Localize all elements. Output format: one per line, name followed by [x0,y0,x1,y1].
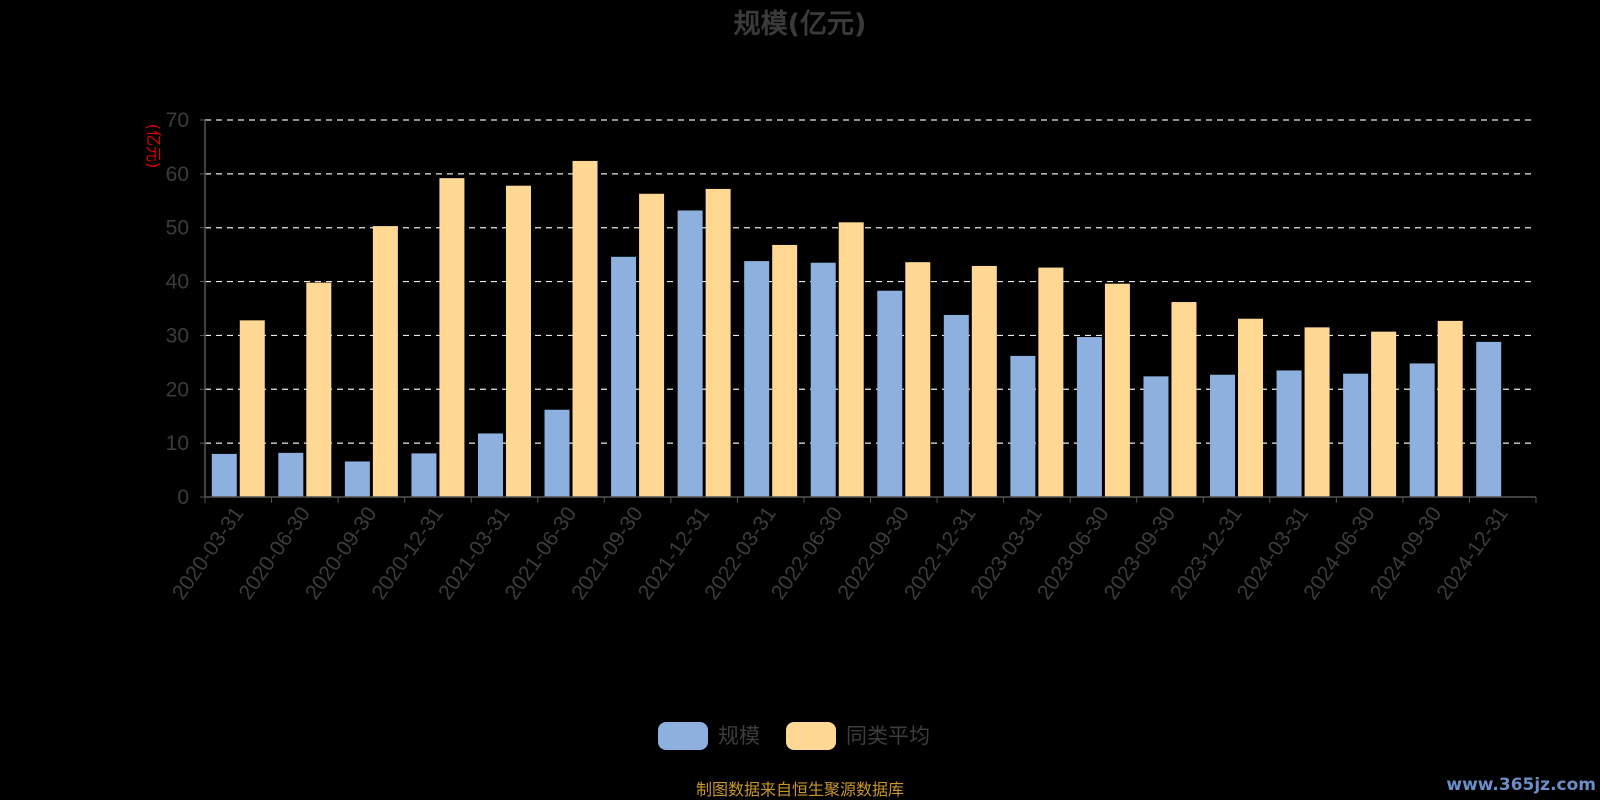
y-tick-label: 50 [166,217,189,240]
bar-category-average [838,222,864,498]
bar-scale [1343,373,1369,497]
bar-category-average [971,265,997,497]
y-tick-label: 40 [166,271,189,294]
legend-swatch-scale [658,722,708,750]
bar-scale [344,461,370,497]
legend: 规模 同类平均 [658,722,930,750]
bar-category-average [505,185,531,497]
bar-category-average [1171,302,1197,497]
bar-scale [810,262,836,497]
bar-scale [1076,337,1102,497]
bar-scale [211,453,237,497]
bar-scale [411,453,437,497]
bar-category-average [306,282,332,497]
bar-category-average [572,160,598,497]
bar-scale [611,256,637,497]
legend-label-category-average: 同类平均 [846,724,930,748]
bar-scale [1010,355,1036,497]
bar-scale [1276,370,1302,497]
y-tick-label: 70 [166,109,189,132]
bar-category-average [1038,267,1064,497]
y-axis-unit-label: (亿元) [144,124,163,169]
bar-category-average [639,193,665,497]
y-tick-label: 60 [166,163,189,186]
bar-scale [477,433,503,497]
bar-category-average [439,178,465,497]
bar-scale [877,290,903,497]
y-tick-label: 10 [166,432,189,455]
bar-scale [1409,363,1435,497]
bar-scale [278,452,304,497]
bar-category-average [372,226,398,497]
bar-scale [943,314,969,497]
chart-title: 规模(亿元) [734,9,867,40]
bar-category-average [1104,283,1130,497]
bar-category-average [1371,331,1397,497]
watermark: www.365jz.com [1446,775,1596,795]
bars [211,160,1502,498]
bar-scale [544,409,570,497]
legend-label-scale: 规模 [718,724,760,748]
bar-category-average [1238,318,1264,497]
bar-category-average [905,262,931,497]
source-note: 制图数据来自恒生聚源数据库 [696,780,904,799]
bar-category-average [1304,327,1330,497]
bar-category-average [1437,320,1463,497]
bar-scale [744,261,770,497]
bar-category-average [239,320,265,497]
grid-lines [205,119,1536,444]
y-tick-label: 30 [166,324,189,347]
bar-category-average [772,244,798,497]
y-tick-label: 0 [177,486,189,509]
bar-scale [1143,376,1169,497]
y-tick-label: 20 [166,378,189,401]
legend-swatch-category-average [786,722,836,750]
bar-category-average [705,188,731,498]
bar-scale [1476,341,1502,497]
bar-scale [677,210,703,498]
bar-scale [1210,374,1236,497]
